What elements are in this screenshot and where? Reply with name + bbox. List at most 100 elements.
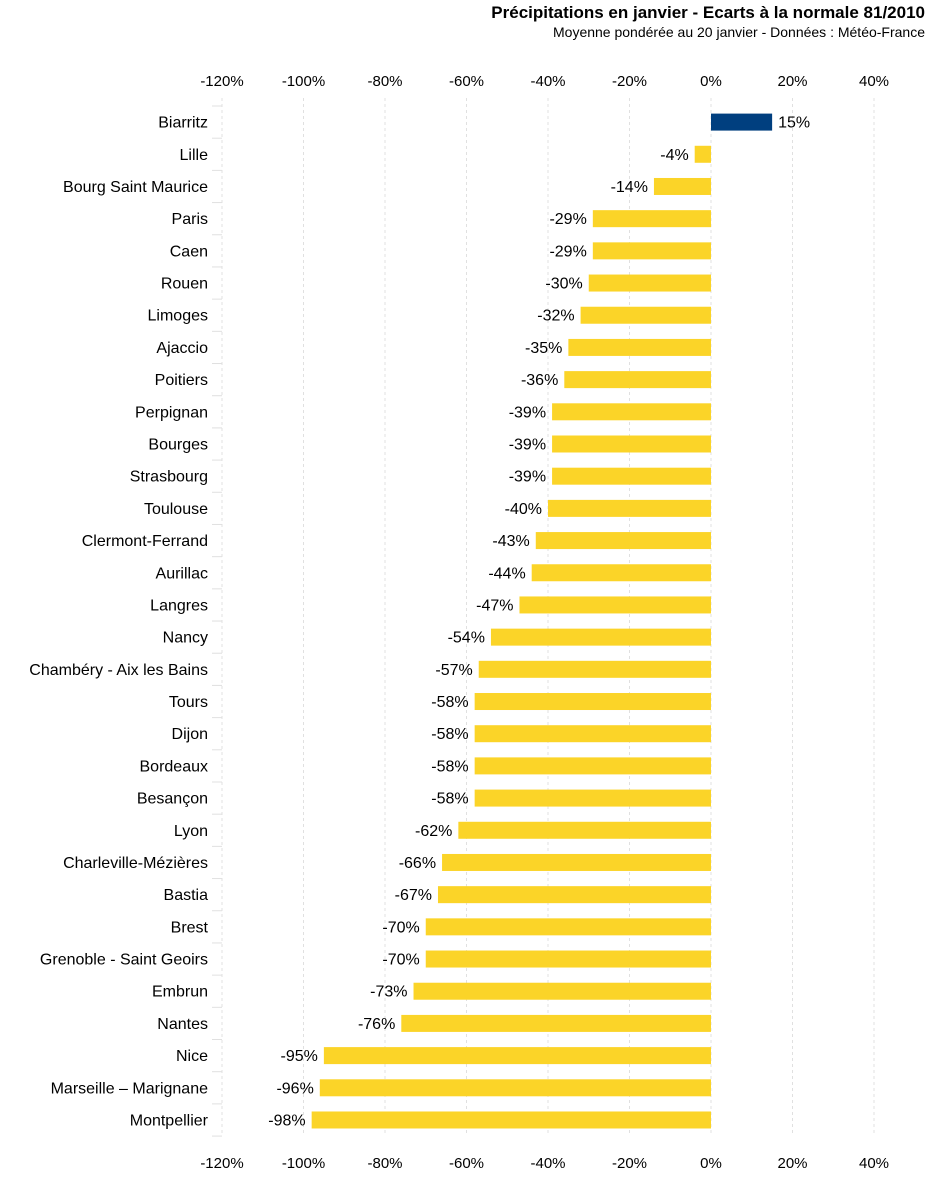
value-label: -35% [525, 340, 562, 357]
value-label: -32% [537, 308, 574, 325]
bar [694, 145, 711, 163]
x-tick-label-top: -120% [200, 73, 243, 90]
value-label: -30% [545, 276, 582, 293]
bar [413, 982, 711, 1000]
value-label: -58% [431, 694, 468, 711]
bar [437, 886, 711, 904]
value-label: -29% [549, 243, 586, 260]
category-label: Montpellier [130, 1112, 209, 1129]
value-label: -70% [382, 952, 419, 969]
value-label: -62% [415, 823, 452, 840]
bar [580, 306, 711, 324]
category-label: Perpignan [135, 404, 208, 421]
category-label: Bourges [148, 436, 208, 453]
category-label: Caen [170, 243, 208, 260]
category-label: Poitiers [155, 372, 208, 389]
value-label: -58% [431, 791, 468, 808]
value-label: -76% [358, 1016, 395, 1033]
bar [592, 242, 711, 260]
bar [535, 532, 711, 550]
bar [458, 821, 711, 839]
bar [319, 1079, 711, 1097]
category-label: Lyon [174, 823, 208, 840]
x-tick-label-bottom: -60% [449, 1155, 484, 1172]
value-label: -70% [382, 919, 419, 936]
category-label: Strasbourg [130, 469, 208, 486]
category-label: Limoges [148, 308, 208, 325]
value-label: -39% [509, 404, 546, 421]
bar [474, 693, 711, 711]
bar [592, 210, 711, 228]
value-label: -39% [509, 469, 546, 486]
tick-layer: -120% -120% -100% -100% -80% -80% -60% -60% -40%… [200, 73, 889, 1172]
x-tick-label-bottom: -100% [282, 1155, 325, 1172]
value-label: -58% [431, 726, 468, 743]
value-label: -95% [281, 1048, 318, 1065]
value-label: -29% [549, 211, 586, 228]
category-label: Langres [150, 597, 208, 614]
value-label: -43% [492, 533, 529, 550]
value-label: -14% [611, 179, 648, 196]
x-tick-label-bottom: 20% [777, 1155, 807, 1172]
chart-title: Précipitations en janvier - Ecarts à la … [491, 3, 925, 22]
x-tick-label-bottom: -80% [367, 1155, 402, 1172]
x-tick-label-top: 0% [700, 73, 722, 90]
value-label: -39% [509, 436, 546, 453]
category-label: Bastia [164, 887, 209, 904]
x-tick-label-bottom: 0% [700, 1155, 722, 1172]
x-tick-label-top: 40% [859, 73, 889, 90]
value-label: -98% [268, 1112, 305, 1129]
value-label: -57% [435, 662, 472, 679]
bar [442, 853, 711, 871]
value-label: -96% [276, 1080, 313, 1097]
category-label: Bordeaux [140, 758, 209, 775]
bar [519, 596, 711, 614]
category-label: Aurillac [156, 565, 208, 582]
label-layer: Biarritz 15% Lille -4% Bourg Saint Maurice -1… [29, 115, 810, 1130]
category-label: Chambéry - Aix les Bains [29, 662, 208, 679]
bar [711, 113, 773, 131]
category-label: Clermont-Ferrand [82, 533, 208, 550]
value-label: -4% [660, 147, 688, 164]
bar [653, 177, 711, 195]
category-label: Nice [176, 1048, 208, 1065]
x-tick-label-top: -80% [367, 73, 402, 90]
value-label: -58% [431, 758, 468, 775]
x-tick-label-bottom: -20% [612, 1155, 647, 1172]
category-label: Lille [180, 147, 209, 164]
category-label: Paris [172, 211, 208, 228]
bar [564, 371, 711, 389]
bar [425, 918, 711, 936]
x-tick-label-top: -60% [449, 73, 484, 90]
category-label: Tours [169, 694, 208, 711]
category-label: Besançon [137, 791, 208, 808]
category-label: Nancy [163, 630, 208, 647]
bar [401, 1014, 711, 1032]
chart-subtitle: Moyenne pondérée au 20 janvier - Données… [553, 24, 925, 40]
bar [474, 789, 711, 807]
bar [474, 757, 711, 775]
bar [548, 499, 711, 517]
category-label: Bourg Saint Maurice [63, 179, 208, 196]
x-tick-label-bottom: -120% [200, 1155, 243, 1172]
category-label: Embrun [152, 984, 208, 1001]
category-label: Dijon [172, 726, 208, 743]
value-label: -66% [399, 855, 436, 872]
value-label: 15% [778, 115, 810, 132]
category-label: Charleville-Mézières [63, 855, 208, 872]
x-tick-label-bottom: -40% [530, 1155, 565, 1172]
value-label: -73% [370, 984, 407, 1001]
category-label: Nantes [157, 1016, 208, 1033]
category-label: Toulouse [144, 501, 208, 518]
x-tick-label-top: -40% [530, 73, 565, 90]
bar [478, 660, 711, 678]
bar [531, 564, 711, 582]
bar [490, 628, 711, 646]
bar [552, 467, 711, 485]
bar [474, 725, 711, 743]
category-label: Brest [171, 919, 209, 936]
bar [425, 950, 711, 968]
value-label: -44% [488, 565, 525, 582]
category-label: Marseille – Marignane [51, 1080, 209, 1097]
